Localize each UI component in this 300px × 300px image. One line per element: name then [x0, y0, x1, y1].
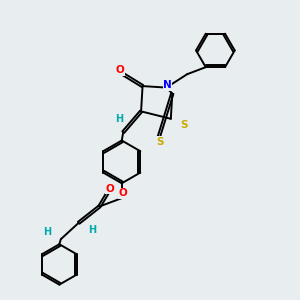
Text: S: S: [157, 137, 164, 147]
Text: H: H: [44, 227, 52, 237]
Text: H: H: [88, 225, 96, 235]
Text: H: H: [115, 114, 123, 124]
Text: O: O: [115, 65, 124, 75]
Text: O: O: [106, 184, 114, 194]
Text: N: N: [163, 80, 172, 90]
Text: O: O: [119, 188, 128, 198]
Text: S: S: [180, 120, 188, 130]
